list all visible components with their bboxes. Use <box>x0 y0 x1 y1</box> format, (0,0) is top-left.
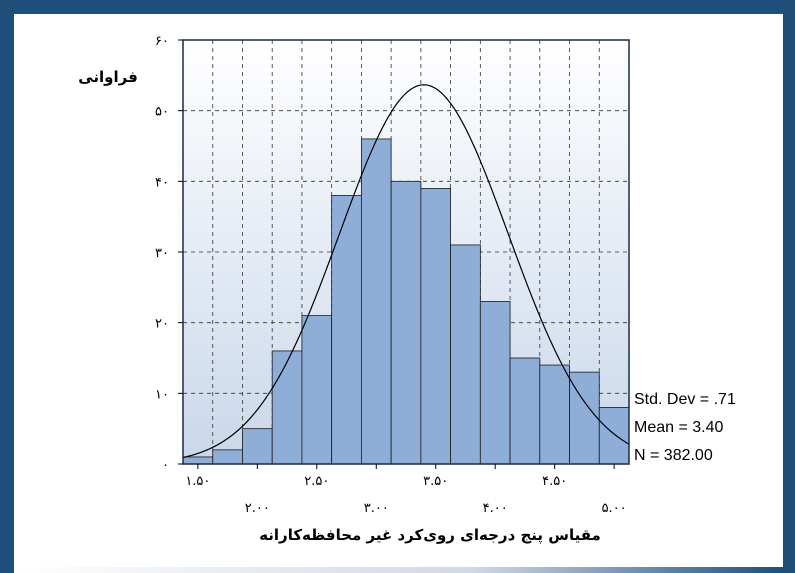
histogram-bar <box>212 449 243 465</box>
histogram-bar <box>450 244 481 465</box>
y-tick-label: ۵۰ <box>155 105 169 120</box>
histogram-bars <box>182 138 630 465</box>
y-tick-label: ۴۰ <box>155 175 169 190</box>
histogram-bar <box>360 138 392 465</box>
x-tick-label: ۴.۵۰ <box>542 474 567 489</box>
histogram-bar <box>331 195 362 465</box>
y-axis-ticks: ۰ ۱۰ ۲۰ ۳۰ ۴۰ ۵۰ ۶۰ <box>155 34 183 473</box>
histogram-bar <box>479 301 511 465</box>
y-tick-label: ۰ <box>162 458 169 473</box>
x-tick-label: ۳.۵۰ <box>423 474 448 489</box>
histogram-bar <box>598 407 630 465</box>
histogram-bar <box>271 350 303 465</box>
normal-curve <box>182 84 630 459</box>
stat-std-dev: Std. Dev = .71 <box>634 391 736 408</box>
x-tick-label: ۲.۰۰ <box>245 501 270 516</box>
stat-n: N = 382.00 <box>634 447 713 464</box>
y-tick-label: ۱۰ <box>155 387 169 402</box>
histogram-bar <box>301 315 333 465</box>
y-tick-label: ۳۰ <box>155 246 169 261</box>
y-axis-label: فراوانی <box>78 68 138 86</box>
histogram-bar <box>509 357 541 465</box>
y-tick-label: ۲۰ <box>155 317 169 332</box>
x-tick-label: ۴.۰۰ <box>483 501 508 516</box>
histogram-bar <box>242 428 273 465</box>
histogram-bar <box>420 187 452 465</box>
histogram-bar <box>390 180 422 465</box>
bottom-rule <box>14 567 783 573</box>
x-tick-label: ۱.۵۰ <box>185 474 210 489</box>
x-tick-label: ۵.۰۰ <box>602 501 627 516</box>
histogram-bar <box>182 456 214 465</box>
x-axis-ticks: ۱.۵۰ ۲.۰۰ ۲.۵۰ ۳.۰۰ ۳.۵۰ ۴.۰۰ ۴.۵۰ ۵.۰۰ <box>185 464 627 516</box>
x-tick-label: ۳.۰۰ <box>364 501 389 516</box>
histogram-bar <box>539 364 570 465</box>
stat-mean: Mean = 3.40 <box>634 419 724 436</box>
y-tick-label: ۶۰ <box>155 34 169 49</box>
x-tick-label: ۲.۵۰ <box>304 474 329 489</box>
x-axis-label: مقیاس پنج درجه‌ای روی‌کرد غیر محافظه‌کار… <box>259 526 601 545</box>
